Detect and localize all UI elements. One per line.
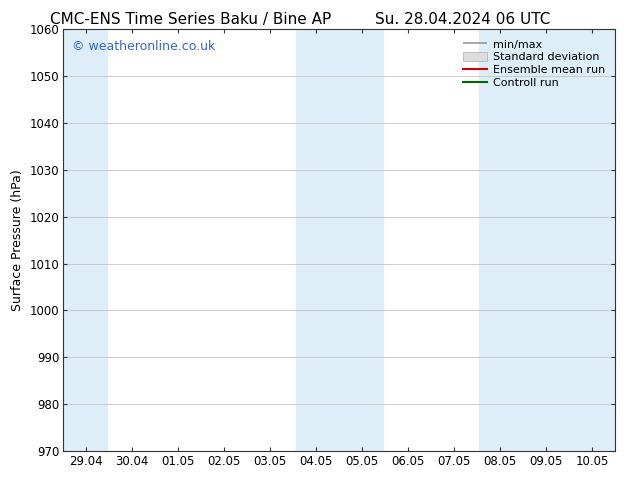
Bar	[63, 29, 107, 451]
Bar	[479, 29, 615, 451]
Text: © weatheronline.co.uk: © weatheronline.co.uk	[72, 40, 215, 53]
Text: CMC-ENS Time Series Baku / Bine AP: CMC-ENS Time Series Baku / Bine AP	[49, 12, 331, 27]
Y-axis label: Surface Pressure (hPa): Surface Pressure (hPa)	[11, 169, 24, 311]
Bar	[295, 29, 383, 451]
Text: Su. 28.04.2024 06 UTC: Su. 28.04.2024 06 UTC	[375, 12, 550, 27]
Legend: min/max, Standard deviation, Ensemble mean run, Controll run: min/max, Standard deviation, Ensemble me…	[458, 35, 609, 93]
